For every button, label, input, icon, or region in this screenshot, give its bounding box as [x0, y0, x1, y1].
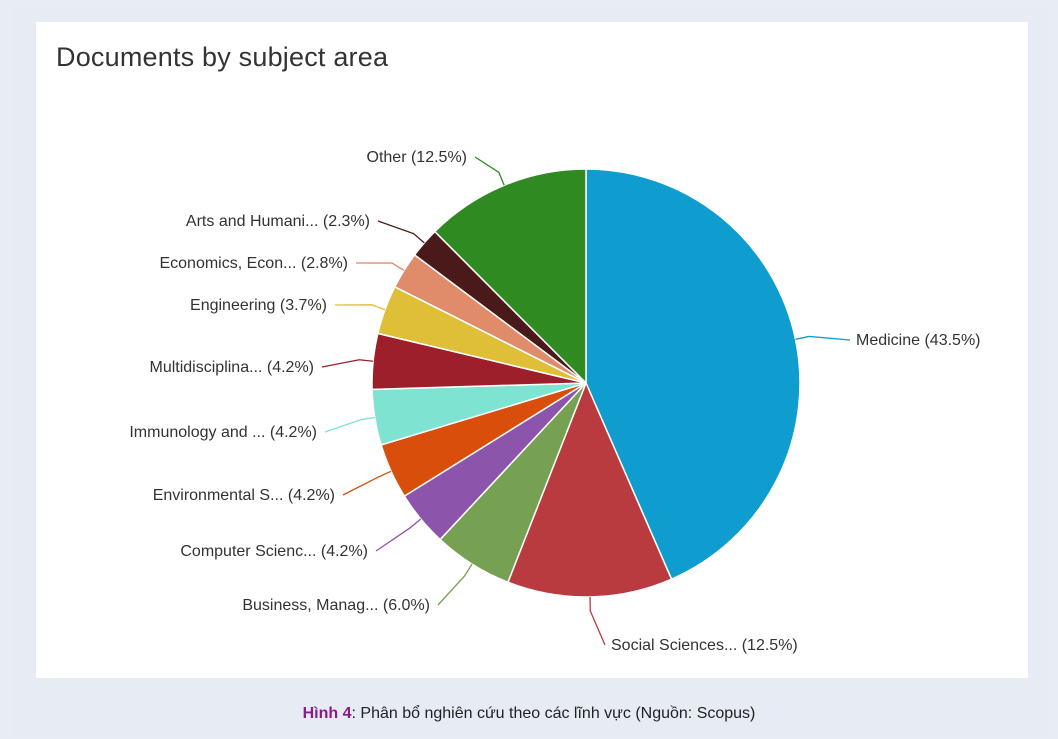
chart-title: Documents by subject area — [56, 42, 389, 72]
leader-line — [589, 596, 606, 646]
slice-label: Computer Scienc... (4.2%) — [180, 543, 368, 560]
slice-label: Medicine (43.5%) — [856, 332, 981, 349]
slice-label: Environmental S... (4.2%) — [153, 487, 335, 504]
leader-line — [334, 304, 386, 311]
leader-line — [437, 563, 473, 606]
leader-line — [474, 156, 505, 186]
slice-label: Business, Manag... (6.0%) — [242, 597, 430, 614]
slice-label: Immunology and ... (4.2%) — [129, 424, 317, 441]
slice-label: Social Sciences... (12.5%) — [611, 637, 798, 654]
leader-line — [355, 262, 405, 271]
caption-text: : Phân bổ nghiên cứu theo các lĩnh vực (… — [351, 705, 756, 722]
leader-line — [321, 359, 374, 368]
slice-label: Engineering (3.7%) — [190, 297, 327, 314]
leader-line — [375, 518, 422, 552]
slice-label: Other (12.5%) — [367, 149, 467, 166]
leader-line — [377, 220, 425, 244]
leader-line — [324, 416, 375, 433]
slice-label: Multidisciplina... (4.2%) — [150, 359, 315, 376]
slice-label: Economics, Econ... (2.8%) — [159, 255, 348, 272]
slice-label: Arts and Humani... (2.3%) — [186, 213, 370, 230]
leader-line — [795, 335, 851, 341]
figure-caption: Hình 4: Phân bổ nghiên cứu theo các lĩnh… — [0, 705, 1058, 723]
figure-label: Hình 4 — [302, 705, 352, 722]
leader-line — [342, 470, 392, 496]
